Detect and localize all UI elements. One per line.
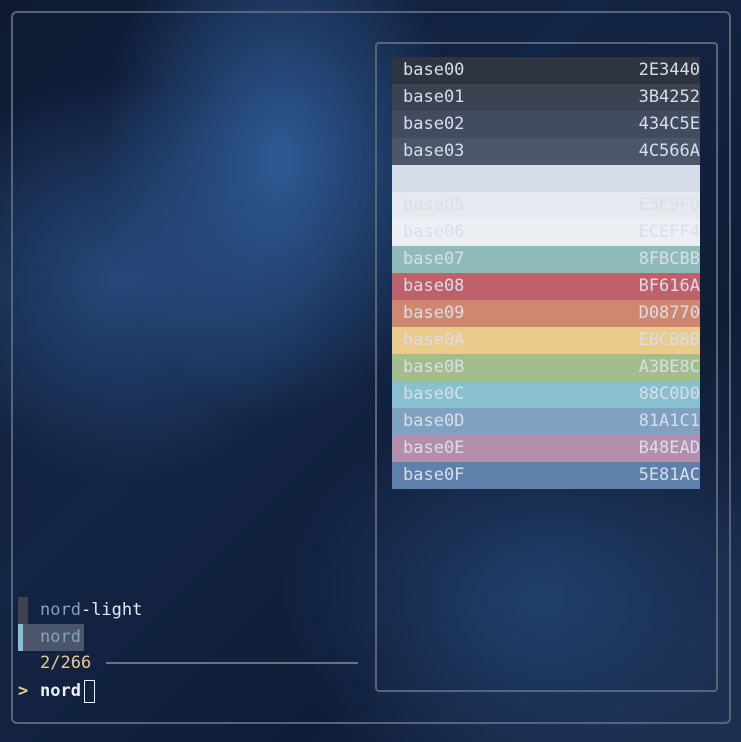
palette-row: base08 BF616A xyxy=(392,273,700,300)
palette-row: base09 D08770 xyxy=(392,300,700,327)
color-hex: 8FBCBB xyxy=(638,249,700,269)
color-name: base06 xyxy=(403,222,465,242)
color-name: base09 xyxy=(403,303,465,323)
color-name: base00 xyxy=(403,60,465,80)
color-hex: A3BE8C xyxy=(638,357,700,377)
cursor xyxy=(84,680,95,703)
query[interactable]: nord xyxy=(40,681,81,701)
color-hex: 434C5E xyxy=(638,114,700,134)
palette-row: base00 2E3440 xyxy=(392,57,700,84)
color-hex: 2E3440 xyxy=(638,60,700,80)
palette-row: base0B A3BE8C xyxy=(392,354,700,381)
color-name: base04 xyxy=(403,168,465,188)
palette-row: base01 3B4252 xyxy=(392,84,700,111)
palette-row: base0F 5E81AC xyxy=(392,462,700,489)
color-hex: E5E9F0 xyxy=(638,195,700,215)
color-name: base08 xyxy=(403,276,465,296)
palette-row: base0E B48EAD xyxy=(392,435,700,462)
color-name: base07 xyxy=(403,249,465,269)
color-hex: 4C566A xyxy=(638,141,700,161)
color-name: base0B xyxy=(403,357,465,377)
color-name: base01 xyxy=(403,87,465,107)
list-item[interactable]: nord-light xyxy=(40,597,142,624)
color-name: base02 xyxy=(403,114,465,134)
palette-row: base0A EBCB8B xyxy=(392,327,700,354)
color-hex: 5E81AC xyxy=(638,465,700,485)
color-name: base03 xyxy=(403,141,465,161)
rest: -light xyxy=(80,600,143,620)
color-hex: EBCB8B xyxy=(638,330,700,350)
color-hex: 81A1C1 xyxy=(638,411,700,431)
palette-row: base03 4C566A xyxy=(392,138,700,165)
color-name: base0A xyxy=(403,330,465,350)
list-item[interactable]: nord xyxy=(40,627,81,647)
separator xyxy=(106,662,358,664)
palette-row: base0D 81A1C1 xyxy=(392,408,700,435)
prompt-symbol: > xyxy=(18,681,29,701)
color-name: base05 xyxy=(403,195,465,215)
palette-row: base02 434C5E xyxy=(392,111,700,138)
color-name: base0D xyxy=(403,411,465,431)
palette-row: base07 8FBCBB xyxy=(392,246,700,273)
color-hex: B48EAD xyxy=(638,438,700,458)
match-count: 2/266 xyxy=(40,653,92,673)
color-hex: BF616A xyxy=(638,276,700,296)
color-hex: D08770 xyxy=(638,303,700,323)
color-name: base0C xyxy=(403,384,465,404)
gutter xyxy=(18,597,28,624)
preview-border xyxy=(375,42,718,692)
color-name: base0F xyxy=(403,465,465,485)
selection-bar xyxy=(18,624,23,651)
palette-row: base04 D8DEE9 xyxy=(392,165,700,192)
color-hex: 88C0D0 xyxy=(638,384,700,404)
palette-row: base0C 88C0D0 xyxy=(392,381,700,408)
match: nord xyxy=(40,600,81,620)
color-hex: D8DEE9 xyxy=(638,168,700,188)
palette-row: base06 ECEFF4 xyxy=(392,219,700,246)
color-hex: 3B4252 xyxy=(638,87,700,107)
color-hex: ECEFF4 xyxy=(638,222,700,242)
color-name: base0E xyxy=(403,438,465,458)
selection xyxy=(23,624,84,651)
palette-row: base05 E5E9F0 xyxy=(392,192,700,219)
window-border xyxy=(11,11,731,724)
